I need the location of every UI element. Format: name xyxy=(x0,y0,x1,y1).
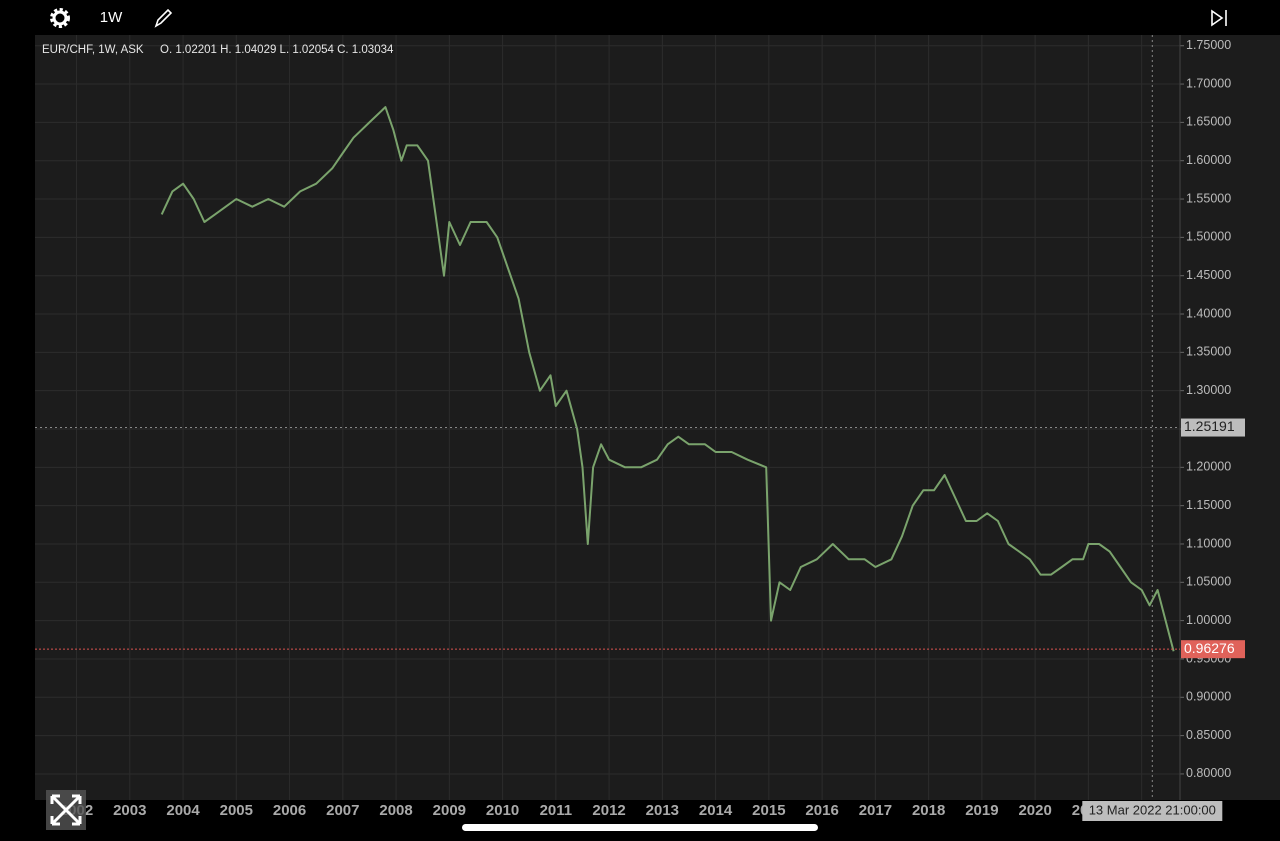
y-tick-label: 1.70000 xyxy=(1186,76,1231,90)
overlay: 1.25191 13 Mar 2022 21:00:00 0.96276 xyxy=(35,35,1245,821)
gear-teeth xyxy=(50,8,70,28)
y-tick-label: 1.15000 xyxy=(1186,498,1231,512)
crosshair-price-label: 1.25191 xyxy=(1184,418,1235,434)
settings-button[interactable] xyxy=(50,8,70,28)
price-line xyxy=(160,106,1175,652)
x-tick-label: 2019 xyxy=(965,802,998,819)
y-tick-label: 1.10000 xyxy=(1186,536,1231,550)
interval-button[interactable]: 1W xyxy=(100,9,123,26)
pencil-icon xyxy=(154,8,173,28)
y-tick-label: 1.60000 xyxy=(1186,153,1231,167)
play-icon xyxy=(1211,9,1224,27)
home-indicator xyxy=(462,824,818,831)
y-tick-label: 1.65000 xyxy=(1186,115,1231,129)
crosshair-time-tag xyxy=(1082,801,1223,821)
crosshair-time-label: 13 Mar 2022 21:00:00 xyxy=(1089,802,1216,817)
y-tick-label: 1.75000 xyxy=(1186,38,1231,52)
symbol-title: EUR/CHF, 1W, ASK xyxy=(42,44,144,56)
y-tick-label: 0.85000 xyxy=(1186,728,1231,742)
y-tick-label: 1.20000 xyxy=(1186,460,1231,474)
x-tick-label: 2016 xyxy=(805,802,838,819)
y-tick-label: 1.35000 xyxy=(1186,345,1231,359)
x-tick-label: 2014 xyxy=(699,802,733,819)
last-price-label: 0.96276 xyxy=(1184,640,1235,656)
x-tick-label: 2012 xyxy=(592,802,625,819)
y-tick-label: 0.90000 xyxy=(1186,690,1231,704)
x-tick-label: 2007 xyxy=(326,802,359,819)
y-tick-label: 1.30000 xyxy=(1186,383,1231,397)
x-tick-label: 2011 xyxy=(540,802,573,819)
x-tick-label: 2013 xyxy=(646,802,679,819)
fullscreen-button[interactable] xyxy=(46,790,86,830)
plot xyxy=(160,106,1175,652)
y-tick-label: 0.80000 xyxy=(1186,766,1231,780)
crosshair-price-tag xyxy=(1181,418,1245,437)
x-tick-label: 2010 xyxy=(486,802,519,819)
last-price-tag xyxy=(1181,640,1245,659)
y-tick-label: 1.05000 xyxy=(1186,575,1231,589)
x-tick-label: 2003 xyxy=(113,802,146,819)
fullscreen-icon xyxy=(50,794,82,826)
x-tick-label: 2017 xyxy=(859,802,892,819)
y-tick-label: 1.00000 xyxy=(1186,613,1231,627)
x-tick-label: 2018 xyxy=(912,802,945,819)
ohlc-legend: O. 1.02201 H. 1.04029 L. 1.02054 C. 1.03… xyxy=(160,44,394,56)
x-tick-label: 2020 xyxy=(1018,802,1051,819)
x-tick-label: 2006 xyxy=(273,802,306,819)
x-tick-label: 2005 xyxy=(220,802,253,819)
plot-background xyxy=(35,35,1280,800)
draw-button[interactable] xyxy=(154,8,173,28)
y-tick-label: 1.45000 xyxy=(1186,268,1231,282)
x-tick-label: 2004 xyxy=(166,802,200,819)
y-tick-label: 1.50000 xyxy=(1186,230,1231,244)
y-tick-label: 1.40000 xyxy=(1186,306,1231,320)
x-tick-label: 2008 xyxy=(379,802,412,819)
x-tick-label: 2015 xyxy=(752,802,785,819)
scroll-end-button[interactable] xyxy=(1211,9,1227,27)
y-tick-label: 1.55000 xyxy=(1186,191,1231,205)
x-tick-label: 2009 xyxy=(433,802,466,819)
gear-ring xyxy=(52,10,68,26)
